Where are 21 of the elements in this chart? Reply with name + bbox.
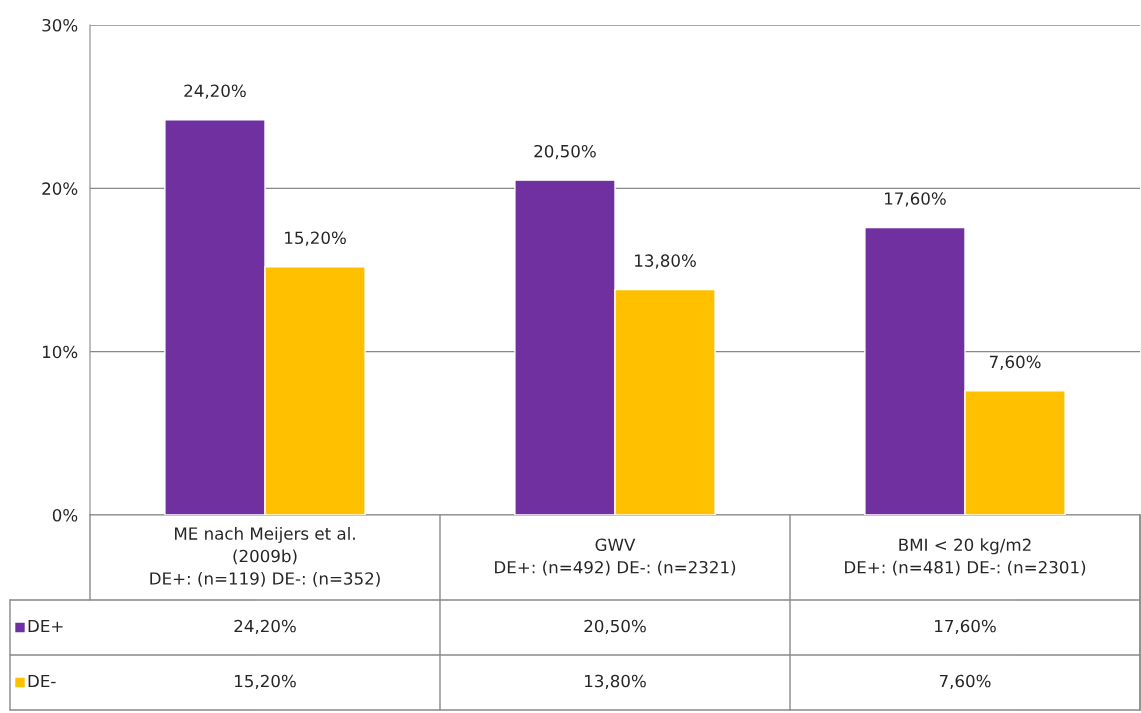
y-tick-label: 20% — [42, 182, 78, 195]
data-label: 7,60% — [939, 674, 991, 690]
text: 24,20% — [184, 84, 246, 99]
legend-label: DE+ — [28, 619, 63, 633]
x-tick-label: GWV DE+: (n=492) DE-: (n=2321) — [495, 538, 736, 576]
data-label: 20,50% — [584, 619, 646, 635]
legend-label: DE- — [28, 674, 56, 688]
data-label: 15,20% — [235, 674, 296, 690]
y-tick-label: 10% — [42, 345, 78, 359]
text: 7,60% — [989, 355, 1041, 370]
data-label: 24,20% — [234, 619, 296, 635]
text: 17,60% — [885, 192, 946, 207]
data-label: 17,60% — [935, 619, 996, 635]
text: 20,50% — [534, 144, 596, 160]
y-tick-label: 30% — [42, 18, 78, 32]
y-tick-label: 0% — [52, 508, 78, 522]
text: 13,80% — [635, 254, 696, 269]
text: 15,20% — [285, 231, 346, 246]
x-tick-label: ME nach Meijers et al. (2009b) DE+: (n=119) DE-: (n=352) — [150, 526, 380, 587]
x-tick-label: BMI < 20 kg/m2 DE+: (n=481) DE-: (n=2301) — [845, 538, 1086, 576]
data-label: 13,80% — [585, 674, 646, 690]
